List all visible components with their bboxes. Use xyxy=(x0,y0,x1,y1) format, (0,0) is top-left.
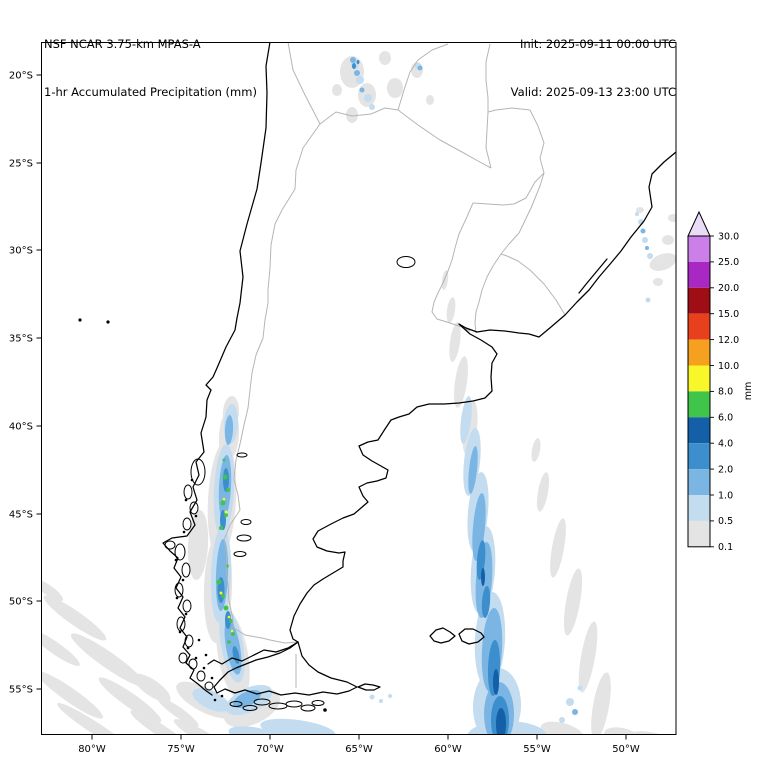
x-tick-label: 75°W xyxy=(167,744,195,755)
y-axis: 20°S 25°S 30°S 35°S 40°S 45°S 50°S 55°S xyxy=(9,71,42,696)
x-tick-label: 65°W xyxy=(345,744,373,755)
valid-time: Valid: 2025-09-13 23:00 UTC xyxy=(510,85,676,99)
colorbar-tick-label: 0.1 xyxy=(718,542,733,553)
colorbar-tick-label: 4.0 xyxy=(718,439,733,450)
precip-layer xyxy=(41,51,676,735)
y-tick-label: 25°S xyxy=(9,159,33,170)
colorbar-tick-label: 1.0 xyxy=(718,490,733,501)
x-axis: 80°W 75°W 70°W 65°W 60°W 55°W 50°W xyxy=(78,734,640,755)
product-title: 1-hr Accumulated Precipitation (mm) xyxy=(44,85,257,99)
map-area xyxy=(41,42,676,735)
falkland-islands xyxy=(429,627,485,645)
colorbar-tick-label: 30.0 xyxy=(718,231,739,242)
colorbar-tick-label: 25.0 xyxy=(718,257,739,268)
colorbar-tick-label: 2.0 xyxy=(718,464,733,475)
init-time: Init: 2025-09-11 00:00 UTC xyxy=(520,37,676,51)
plot-frame xyxy=(41,42,677,735)
x-tick-label: 80°W xyxy=(78,744,106,755)
country-borders xyxy=(223,42,566,688)
x-tick-label: 60°W xyxy=(434,744,462,755)
y-tick-label: 35°S xyxy=(9,334,33,345)
header-right: Init: 2025-09-11 00:00 UTC Valid: 2025-0… xyxy=(511,4,676,132)
colorbar-over-arrow xyxy=(687,210,711,237)
x-tick-label: 70°W xyxy=(256,744,284,755)
colorbar-tick-label: 0.5 xyxy=(718,516,733,527)
x-tick-label: 55°W xyxy=(523,744,551,755)
y-tick-label: 55°S xyxy=(9,685,33,696)
x-tick-label: 50°W xyxy=(612,744,640,755)
colorbar-tick-label: 20.0 xyxy=(718,283,739,294)
colorbar-units-label: mm xyxy=(743,382,754,401)
y-tick-label: 30°S xyxy=(9,246,33,257)
header-left: NSF NCAR 3.75-km MPAS-A 1-hr Accumulated… xyxy=(44,4,257,132)
coastlines xyxy=(78,42,676,712)
y-tick-label: 40°S xyxy=(9,422,33,433)
y-tick-label: 45°S xyxy=(9,510,33,521)
colorbar: 30.0 25.0 20.0 15.0 12.0 10.0 8.0 6.0 4.… xyxy=(687,210,754,553)
colorbar-tick-label: 12.0 xyxy=(718,335,739,346)
model-title: NSF NCAR 3.75-km MPAS-A xyxy=(44,37,201,51)
colorbar-tick-label: 10.0 xyxy=(718,361,739,372)
colorbar-tick-label: 6.0 xyxy=(718,413,733,424)
y-tick-label: 20°S xyxy=(9,71,33,82)
y-tick-label: 50°S xyxy=(9,597,33,608)
colorbar-tick-label: 15.0 xyxy=(718,309,739,320)
colorbar-tick-label: 8.0 xyxy=(718,387,733,398)
